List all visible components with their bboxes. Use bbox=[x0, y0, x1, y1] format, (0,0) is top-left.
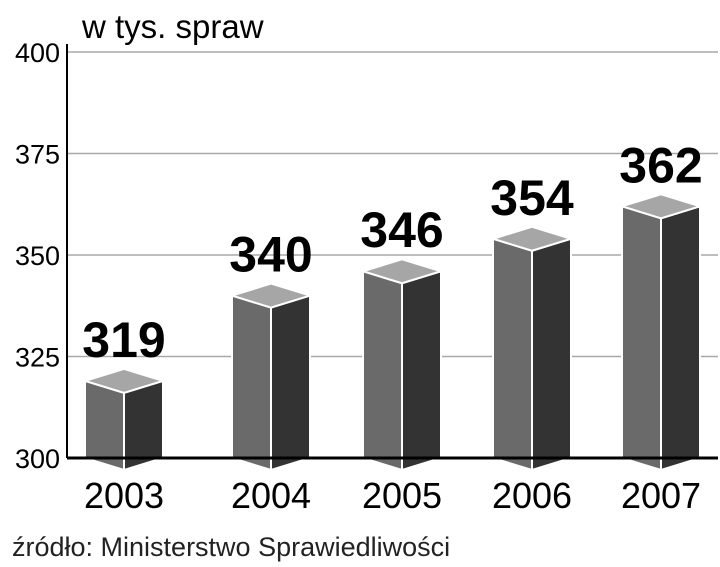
bar-side-face bbox=[660, 204, 701, 472]
bar-side-face bbox=[401, 269, 442, 472]
y-tick-label: 300 bbox=[15, 444, 60, 474]
bar-top-face bbox=[81, 367, 167, 394]
x-tick-label: 2006 bbox=[492, 475, 572, 516]
x-tick-label: 2004 bbox=[231, 475, 311, 516]
x-tick-label: 2005 bbox=[362, 475, 442, 516]
bar-front-face bbox=[231, 294, 272, 472]
bar-2005 bbox=[359, 258, 445, 472]
data-labels: 319 340 346 354 362 bbox=[82, 137, 702, 368]
bar-2003 bbox=[81, 367, 167, 472]
y-tick-label: 325 bbox=[15, 343, 60, 373]
data-label: 346 bbox=[360, 202, 443, 258]
x-tick-label: 2007 bbox=[621, 475, 701, 516]
bar-top-face bbox=[618, 193, 704, 220]
bar-top-face bbox=[489, 225, 575, 252]
bar-front-face bbox=[621, 204, 662, 472]
bar-top-face bbox=[359, 258, 445, 285]
chart-unit-label: w tys. spraw bbox=[81, 8, 264, 45]
source-note: źródło: Ministerstwo Sprawiedliwości bbox=[12, 532, 450, 562]
bar-2006 bbox=[489, 225, 575, 472]
y-tick-label: 350 bbox=[15, 241, 60, 271]
y-axis-ticks: 300 325 350 375 400 bbox=[15, 38, 60, 474]
y-tick-label: 400 bbox=[15, 38, 60, 68]
bar-2004 bbox=[228, 282, 314, 472]
bar-side-face bbox=[531, 237, 572, 472]
x-axis-ticks: 2003 2004 2005 2006 2007 bbox=[84, 475, 701, 516]
bar-front-face bbox=[362, 269, 403, 472]
bar-side-face bbox=[270, 294, 311, 472]
data-label: 362 bbox=[619, 137, 702, 193]
data-label: 319 bbox=[82, 312, 165, 368]
bar-front-face bbox=[492, 237, 533, 472]
data-label: 354 bbox=[490, 170, 574, 226]
data-label: 340 bbox=[229, 227, 312, 283]
y-tick-label: 375 bbox=[15, 140, 60, 170]
bars bbox=[81, 193, 704, 472]
bar-top-face bbox=[228, 282, 314, 309]
x-tick-label: 2003 bbox=[84, 475, 164, 516]
bar-2007 bbox=[618, 193, 704, 472]
